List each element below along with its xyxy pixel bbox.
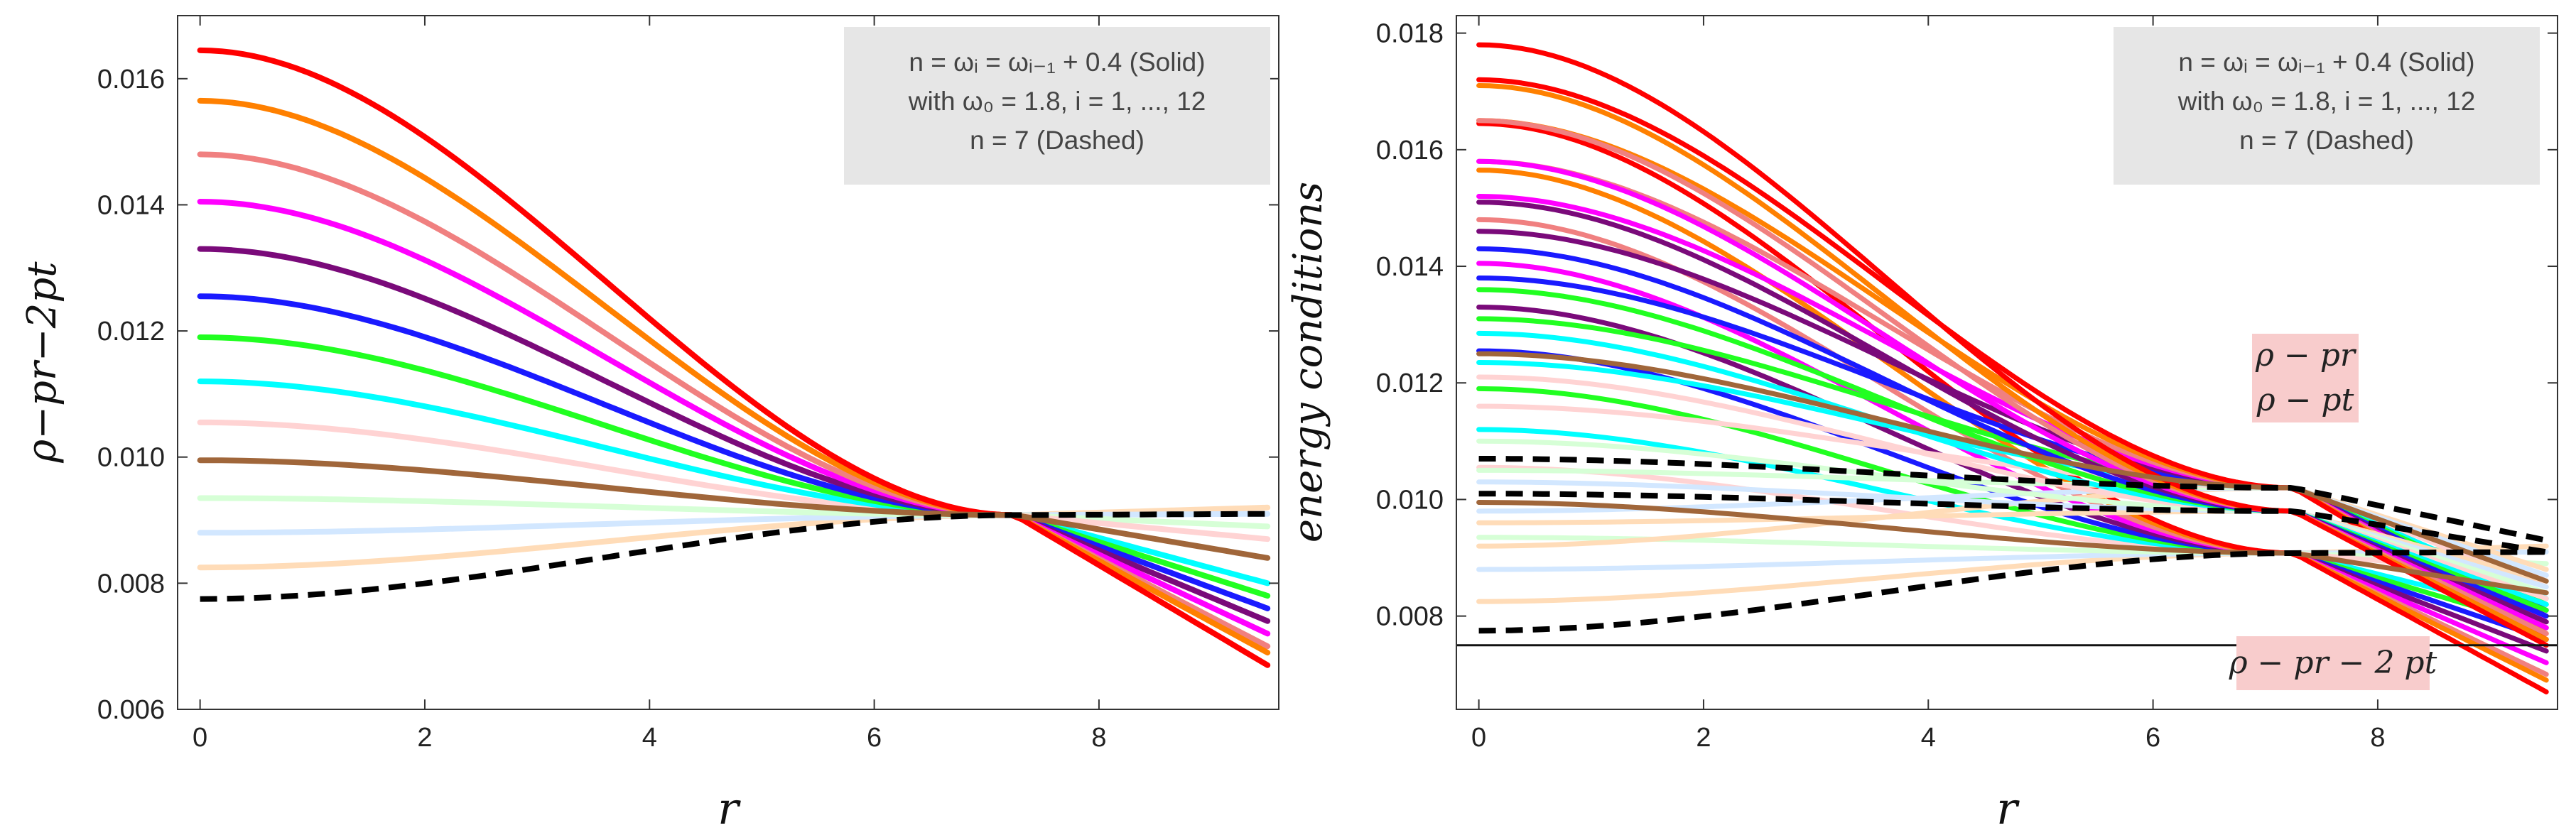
left-series-line bbox=[197, 97, 1271, 656]
right-x-tick-label: 0 bbox=[1471, 723, 1486, 753]
left-series-line bbox=[197, 47, 1271, 668]
annotation-rho-minus-pr-minus-2pt: ρ − pr − 2 pt bbox=[2229, 645, 2437, 681]
left-series-line-brown bbox=[197, 457, 1271, 561]
right-x-tick-label: 6 bbox=[2145, 723, 2160, 753]
right-y-tick-label: 0.008 bbox=[1376, 602, 1444, 632]
right-legend-line-3: n = 7 (Dashed) bbox=[2239, 126, 2414, 155]
right-x-tick-label: 2 bbox=[1696, 723, 1711, 753]
right-x-tick-label: 4 bbox=[1921, 723, 1936, 753]
left-y-tick-label: 0.006 bbox=[97, 695, 165, 725]
right-series-line bbox=[1476, 427, 2549, 619]
right-series-line bbox=[1476, 121, 2549, 694]
annotation-rho-minus-pr-2pt: ρ − pr − 2 pt bbox=[2229, 636, 2437, 690]
right-y-tick-label: 0.010 bbox=[1376, 485, 1444, 515]
left-y-tick-label: 0.016 bbox=[97, 65, 165, 94]
left-series-line bbox=[197, 293, 1271, 611]
left-curves bbox=[197, 47, 1271, 668]
left-y-tick-label: 0.008 bbox=[97, 569, 165, 599]
right-panel: 0 2 4 6 8 0.008 0.010 0.012 0.014 0.016 0.018 n = … bbox=[1285, 15, 2558, 834]
annotation-box-rho-pr-pt bbox=[2252, 334, 2359, 422]
left-plot-frame bbox=[177, 15, 1279, 710]
left-series-line bbox=[197, 419, 1271, 542]
left-y-tick-label: 0.010 bbox=[97, 443, 165, 473]
right-y-tick-label: 0.014 bbox=[1376, 252, 1444, 282]
right-series-line bbox=[1476, 464, 2549, 578]
right-series-line-dashed bbox=[1478, 549, 2547, 634]
left-series-line bbox=[197, 246, 1271, 624]
right-y-tick-label: 0.018 bbox=[1376, 19, 1444, 49]
left-series-line bbox=[197, 199, 1271, 637]
left-x-tick-label: 0 bbox=[193, 723, 207, 753]
left-y-tick-label: 0.012 bbox=[97, 317, 165, 347]
right-legend-line-2: with ω₀ = 1.8, i = 1, ..., 12 bbox=[2177, 87, 2476, 116]
annotation-rho-minus-pr: ρ − pr bbox=[2255, 337, 2357, 373]
annotation-rho-minus-pt: ρ − pt bbox=[2256, 382, 2354, 418]
left-series-line-dashed bbox=[200, 511, 1268, 602]
left-x-tick-label: 2 bbox=[417, 723, 432, 753]
left-legend-line-2: with ω₀ = 1.8, i = 1, ..., 12 bbox=[908, 87, 1206, 116]
right-series-line-dashed bbox=[1478, 456, 2548, 543]
left-legend-box: n = ωᵢ = ωᵢ₋₁ + 0.4 (Solid) with ω₀ = 1.… bbox=[844, 27, 1270, 185]
right-y-axis-label: energy conditions bbox=[1285, 182, 1331, 542]
annotation-rho-minus-pr-and-pt: ρ − pr ρ − pt bbox=[2252, 334, 2359, 422]
left-legend-line-1: n = ωᵢ = ωᵢ₋₁ + 0.4 (Solid) bbox=[909, 48, 1205, 77]
annotation-box-rho-pr-2pt bbox=[2236, 636, 2430, 690]
right-series-line-brown bbox=[1476, 500, 2549, 596]
right-x-tick-label: 8 bbox=[2370, 723, 2385, 753]
left-x-tick-label: 8 bbox=[1091, 723, 1106, 753]
right-series-line-brown bbox=[1476, 351, 2549, 584]
left-legend-line-3: n = 7 (Dashed) bbox=[970, 126, 1144, 155]
left-series-line bbox=[197, 334, 1271, 599]
left-panel: 0 2 4 6 8 0.006 0.008 0.010 0.012 0.014 0.016 n = … bbox=[19, 15, 1279, 834]
right-plot-frame bbox=[1456, 15, 2558, 710]
left-y-tick-label: 0.014 bbox=[97, 190, 165, 220]
left-series-line bbox=[197, 495, 1271, 530]
left-legend-background bbox=[844, 27, 1270, 185]
right-legend-box: n = ωᵢ = ωᵢ₋₁ + 0.4 (Solid) with ω₀ = 1.… bbox=[2114, 27, 2540, 185]
right-y-tick-label: 0.016 bbox=[1376, 136, 1444, 165]
left-y-axis-label: ρ−pr−2pt bbox=[19, 261, 65, 464]
right-series-line-dashed bbox=[1478, 491, 2547, 555]
left-axis-ticks: 0 2 4 6 8 0.006 0.008 0.010 0.012 0.014 0.016 bbox=[97, 16, 1279, 753]
right-x-axis-label: r bbox=[1996, 782, 2020, 834]
right-legend-background bbox=[2114, 27, 2540, 185]
right-axis-ticks: 0 2 4 6 8 0.008 0.010 0.012 0.014 0.016 0.018 bbox=[1376, 16, 2558, 753]
left-x-tick-label: 4 bbox=[642, 723, 657, 753]
left-x-axis-label: r bbox=[718, 782, 741, 834]
left-series-line bbox=[197, 378, 1271, 587]
right-series-line bbox=[1476, 386, 2549, 631]
left-x-tick-label: 6 bbox=[867, 723, 882, 753]
right-curves bbox=[1456, 42, 2558, 694]
right-legend-line-1: n = ωᵢ = ωᵢ₋₁ + 0.4 (Solid) bbox=[2178, 48, 2474, 77]
right-y-tick-label: 0.012 bbox=[1376, 369, 1444, 398]
